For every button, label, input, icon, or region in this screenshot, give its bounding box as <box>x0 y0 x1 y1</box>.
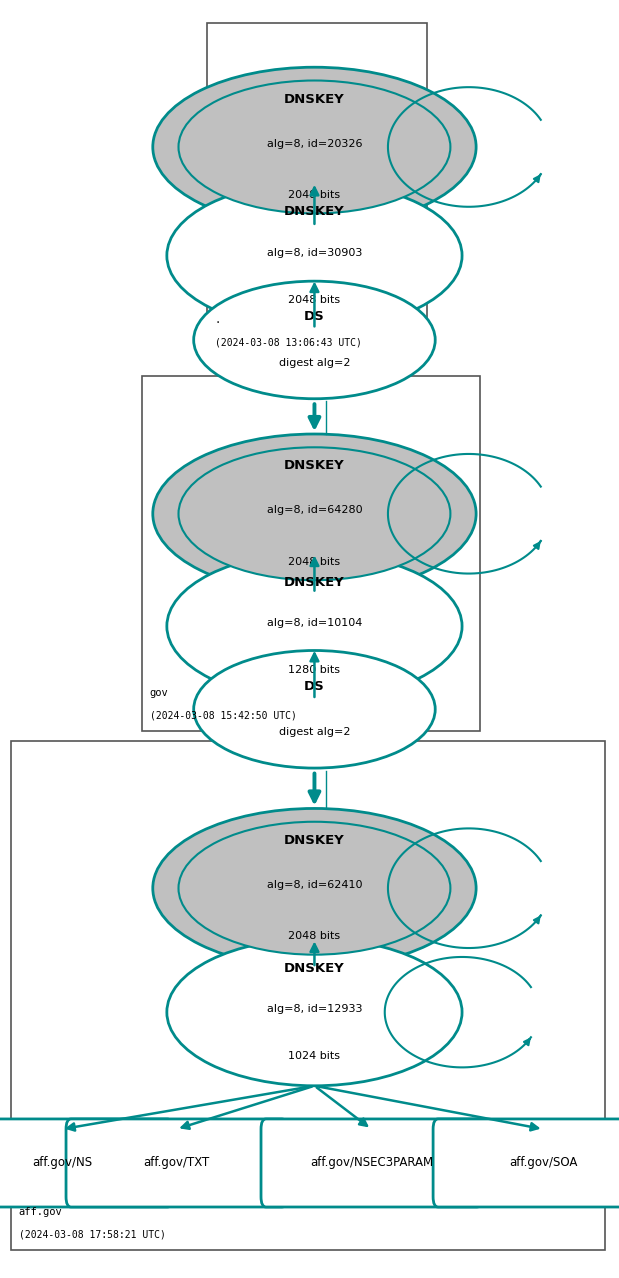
Text: alg=8, id=10104: alg=8, id=10104 <box>267 619 362 629</box>
Text: .: . <box>215 314 221 325</box>
Text: DNSKEY: DNSKEY <box>284 92 345 106</box>
Text: aff.gov/SOA: aff.gov/SOA <box>509 1157 578 1169</box>
FancyBboxPatch shape <box>66 1120 287 1206</box>
Text: 2048 bits: 2048 bits <box>288 557 340 566</box>
Text: aff.gov/NS: aff.gov/NS <box>32 1157 92 1169</box>
Ellipse shape <box>194 651 435 768</box>
Text: alg=8, id=20326: alg=8, id=20326 <box>267 138 362 148</box>
Text: (2024-03-08 17:58:21 UTC): (2024-03-08 17:58:21 UTC) <box>19 1229 165 1240</box>
Ellipse shape <box>178 822 451 955</box>
Text: alg=8, id=62410: alg=8, id=62410 <box>267 879 362 889</box>
Text: 1024 bits: 1024 bits <box>288 1052 340 1061</box>
Text: 2048 bits: 2048 bits <box>288 190 340 199</box>
FancyBboxPatch shape <box>261 1120 482 1206</box>
Text: aff.gov: aff.gov <box>19 1206 63 1217</box>
FancyBboxPatch shape <box>433 1120 619 1206</box>
Ellipse shape <box>178 81 451 213</box>
Ellipse shape <box>167 552 462 700</box>
Ellipse shape <box>167 938 462 1086</box>
Bar <box>142 376 480 731</box>
Text: digest alg=2: digest alg=2 <box>279 358 350 368</box>
Text: DNSKEY: DNSKEY <box>284 575 345 589</box>
Bar <box>11 741 605 1250</box>
Text: digest alg=2: digest alg=2 <box>279 727 350 737</box>
Text: DNSKEY: DNSKEY <box>284 459 345 473</box>
Text: 2048 bits: 2048 bits <box>288 295 340 304</box>
Text: DS: DS <box>304 680 325 693</box>
Ellipse shape <box>178 447 451 580</box>
FancyBboxPatch shape <box>0 1120 172 1206</box>
Text: alg=8, id=30903: alg=8, id=30903 <box>267 248 362 258</box>
Text: aff.gov/NSEC3PARAM: aff.gov/NSEC3PARAM <box>310 1157 433 1169</box>
Text: DNSKEY: DNSKEY <box>284 833 345 847</box>
Ellipse shape <box>194 281 435 399</box>
Text: alg=8, id=12933: alg=8, id=12933 <box>267 1005 362 1015</box>
Text: (2024-03-08 13:06:43 UTC): (2024-03-08 13:06:43 UTC) <box>215 337 361 348</box>
Text: 1280 bits: 1280 bits <box>288 666 340 675</box>
Text: 2048 bits: 2048 bits <box>288 932 340 941</box>
Text: DNSKEY: DNSKEY <box>284 204 345 219</box>
Text: DNSKEY: DNSKEY <box>284 961 345 975</box>
Text: alg=8, id=64280: alg=8, id=64280 <box>267 505 362 515</box>
Ellipse shape <box>153 809 476 967</box>
Text: gov: gov <box>150 688 168 698</box>
Text: aff.gov/TXT: aff.gov/TXT <box>143 1157 210 1169</box>
Ellipse shape <box>153 435 476 593</box>
Ellipse shape <box>153 68 476 226</box>
Text: DS: DS <box>304 311 325 323</box>
Ellipse shape <box>167 181 462 330</box>
Text: (2024-03-08 15:42:50 UTC): (2024-03-08 15:42:50 UTC) <box>150 711 297 721</box>
Bar <box>207 23 427 358</box>
